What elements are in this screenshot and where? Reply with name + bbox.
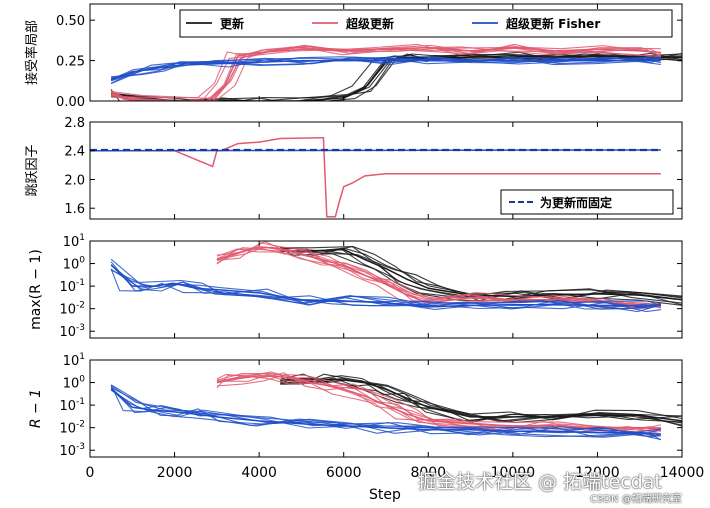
series-line-3-run-4	[110, 385, 661, 438]
legend-label: 为更新而固定	[540, 195, 612, 210]
series-line-3-run-7	[110, 384, 662, 438]
x-tick-label: 12000	[575, 465, 620, 481]
series-line-3-run-1	[110, 387, 661, 438]
series-line-3-run-3	[110, 269, 661, 313]
y-tick-label: 2.0	[64, 173, 85, 188]
y-tick-label: 10-1	[59, 278, 85, 295]
y-tick-label: 100	[63, 256, 86, 273]
legend-box	[179, 9, 673, 38]
series-line-2-run-6	[110, 44, 661, 101]
series-line-1-run-1	[280, 248, 682, 304]
series-line-1-run-7	[280, 246, 682, 300]
y-axis-label: R − 1	[28, 389, 44, 428]
series-line-2-run-7	[216, 373, 662, 433]
y-tick-label: 0.00	[56, 95, 85, 110]
series-line-2	[90, 149, 661, 152]
y-tick-label: 10-1	[59, 397, 85, 414]
legend-fixed: 为更新而固定	[500, 189, 674, 215]
series-group	[110, 371, 682, 441]
series-group	[90, 137, 661, 218]
axes-frame	[89, 359, 683, 458]
x-tick-label: 0	[86, 465, 95, 481]
panel-3: 10-3 10-2 10-1 100 101 max(R − 1)	[28, 233, 683, 340]
series-group	[110, 241, 682, 313]
y-tick-label: 10-3	[59, 323, 85, 340]
legend-box	[500, 189, 674, 215]
watermark-sub: CSDN @拓端研究室	[590, 494, 682, 505]
axes-frame	[89, 121, 683, 220]
y-tick-label: 101	[63, 352, 85, 369]
x-tick-label: 8000	[410, 465, 446, 481]
series-line-2-run-5	[216, 372, 662, 430]
series-line-2-run-6	[216, 373, 662, 435]
x-axis-label: Step	[369, 487, 401, 503]
y-axis-label: max(R − 1)	[28, 249, 44, 330]
y-tick-label: 100	[63, 375, 86, 392]
y-axis-label: 跳跃因子	[25, 144, 40, 196]
y-tick-label: 10-3	[59, 442, 85, 459]
series-line-2-run-6	[216, 247, 661, 309]
series-line-3-run-6	[110, 57, 662, 80]
y-tick-label: 101	[63, 233, 85, 250]
x-tick-label: 2000	[157, 465, 193, 481]
y-axis-label: 接受率局部	[24, 20, 40, 85]
y-tick-label: 2.8	[64, 116, 85, 131]
plot-area	[90, 360, 682, 457]
x-tick-label: 4000	[241, 465, 277, 481]
series-line-1	[90, 137, 661, 218]
series-line-2-run-7	[110, 46, 661, 101]
series-line-2-run-1	[216, 373, 661, 434]
axes-frame	[89, 240, 683, 339]
x-tick-label: 6000	[326, 465, 362, 481]
series-line-3-run-7	[110, 56, 661, 85]
y-tick-label: 0.25	[56, 55, 85, 70]
y-tick-label: 0.50	[56, 14, 85, 29]
y-tick-label: 10-2	[59, 301, 85, 318]
legend-top: 更新 超级更新 超级更新 Fisher	[179, 9, 673, 38]
series-line-1-run-6	[280, 247, 682, 301]
series-line-1-run-1	[280, 375, 682, 421]
axes-frame	[89, 3, 683, 102]
y-tick-label: 1.6	[64, 202, 85, 217]
y-tick-label: 2.4	[64, 145, 85, 160]
series-group	[110, 43, 682, 101]
x-tick-label: 14000	[660, 465, 705, 481]
series-line-3-run-6	[110, 264, 661, 309]
legend-label: 超级更新 Fisher	[505, 16, 600, 31]
series-line-3-run-5	[110, 387, 662, 441]
series-line-3-run-7	[110, 268, 661, 310]
legend-label: 超级更新	[345, 16, 394, 31]
series-line-3-run-6	[110, 389, 662, 441]
x-tick-label: 10000	[491, 465, 536, 481]
watermark-main: 掘金技术社区 @ 拓端tecdat	[418, 471, 662, 493]
legend-label: 更新	[220, 16, 244, 31]
series-line-3-run-4	[110, 261, 662, 310]
series-line-2-run-3	[216, 246, 661, 309]
y-tick-label: 10-2	[59, 420, 85, 437]
panel-4: 10-3 10-2 10-1 100 101 R − 1	[28, 352, 683, 459]
